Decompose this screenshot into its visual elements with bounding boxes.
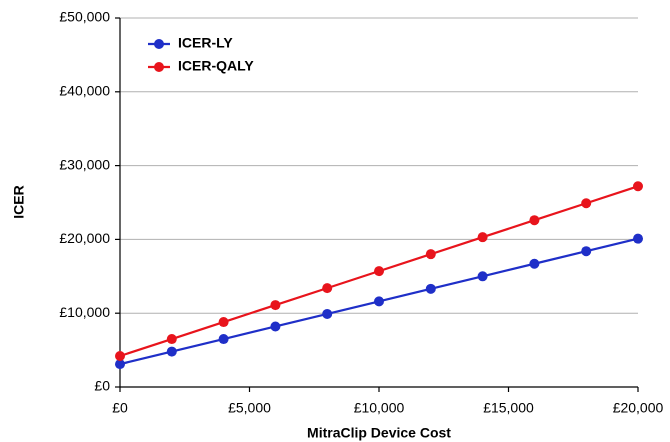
point [166,346,177,357]
point [115,351,125,362]
point [633,233,643,244]
x-tick-label: £5,000 [228,400,271,416]
point [529,215,540,226]
point [270,300,281,311]
point [218,334,229,345]
point [374,266,384,277]
point [270,321,281,332]
point [425,283,436,294]
point [218,317,229,328]
y-tick-label: £30,000 [59,156,110,172]
y-tick-label: £40,000 [59,83,110,99]
point [166,334,177,345]
point [115,359,125,370]
legend-marker [154,39,164,49]
y-tick-label: £50,000 [59,9,110,25]
x-tick-label: £0 [112,400,128,416]
legend-label: ICER-LY [178,35,233,51]
point [633,181,643,192]
x-tick-label: £20,000 [613,400,664,416]
point [581,246,592,257]
point [529,258,540,269]
legend-marker [154,62,164,72]
x-tick-label: £10,000 [354,400,405,416]
y-tick-label: £20,000 [59,230,110,246]
point [322,308,333,319]
x-axis-title: MitraClip Device Cost [307,425,451,441]
y-tick-label: £0 [94,378,110,394]
point [425,249,436,260]
y-tick-label: £10,000 [59,304,110,320]
point [477,271,488,282]
point [374,296,384,307]
y-axis-title: ICER [11,185,27,218]
point [477,232,488,243]
point [322,283,333,294]
point [581,198,592,209]
legend-label: ICER-QALY [178,58,254,74]
x-tick-label: £15,000 [483,400,534,416]
